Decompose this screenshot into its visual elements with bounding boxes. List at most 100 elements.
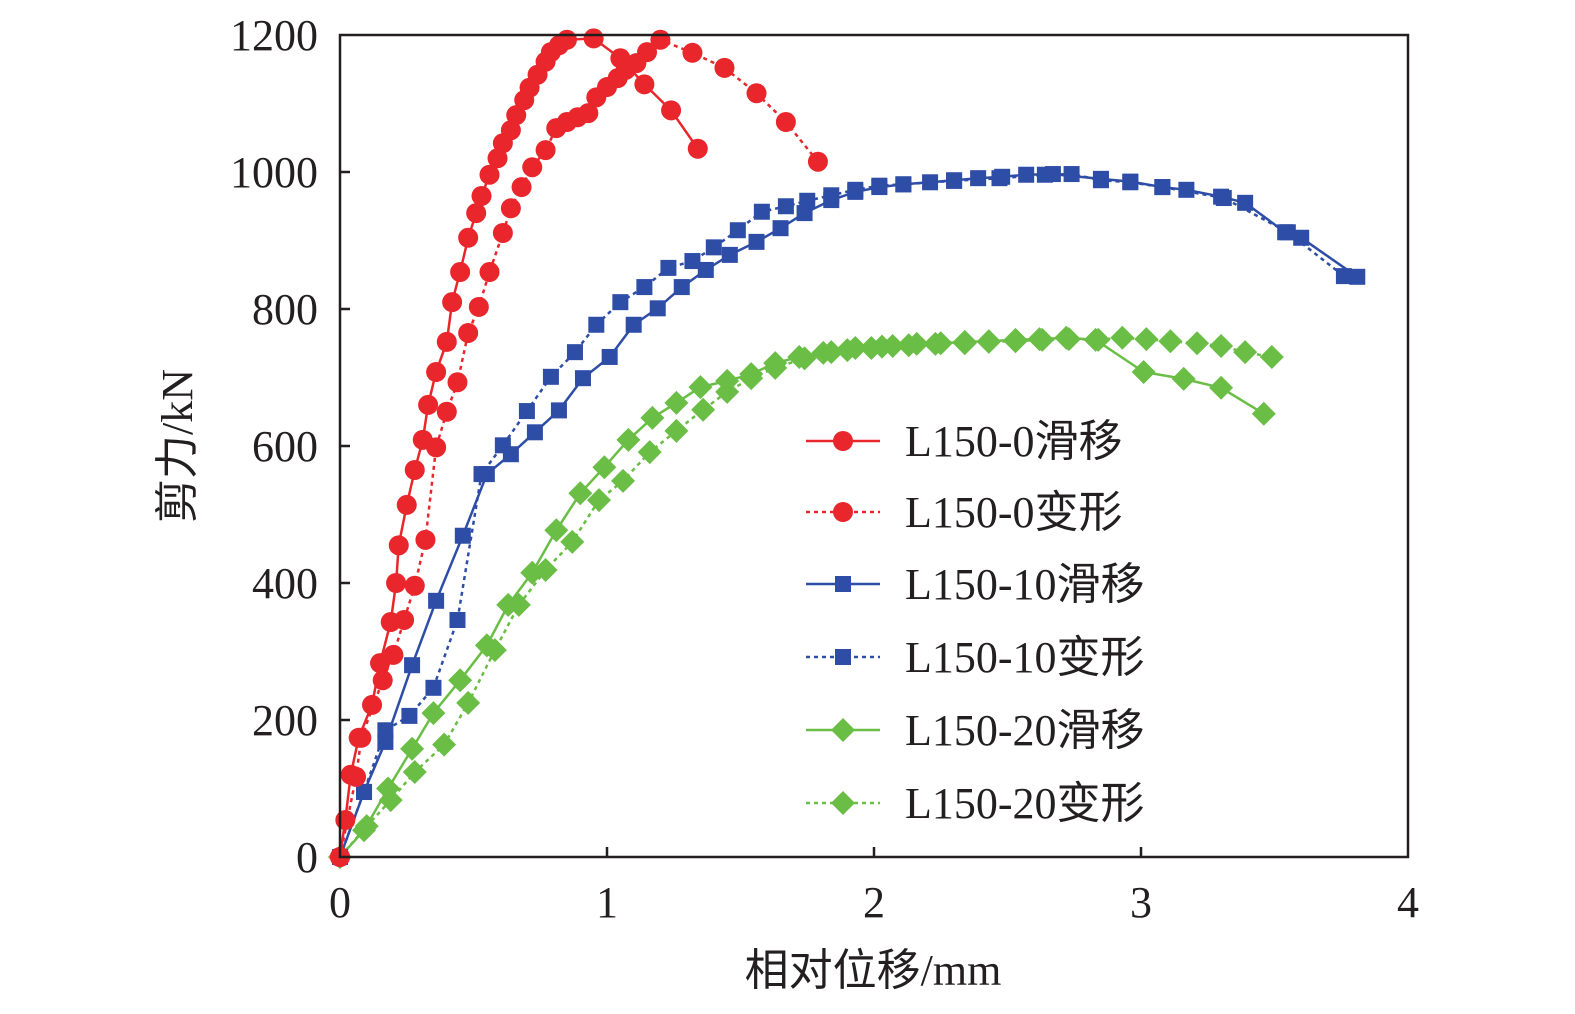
data-point	[404, 459, 425, 480]
data-point	[753, 203, 770, 220]
data-point	[518, 403, 535, 420]
data-point	[560, 529, 585, 554]
data-point	[506, 592, 531, 617]
series	[330, 29, 828, 867]
data-point	[394, 609, 415, 630]
data-point	[796, 205, 813, 222]
data-point	[583, 28, 604, 49]
data-point	[1036, 166, 1053, 183]
series	[332, 166, 1352, 865]
data-point	[522, 157, 543, 178]
data-point	[362, 694, 383, 715]
data-point	[425, 679, 442, 696]
data-point	[1215, 190, 1232, 207]
data-point	[1154, 179, 1171, 196]
x-tick-label: 1	[596, 878, 618, 927]
data-point	[526, 424, 543, 441]
data-point	[684, 253, 701, 270]
data-point	[346, 766, 367, 787]
data-point	[946, 172, 963, 189]
data-point	[568, 481, 593, 506]
data-point	[1086, 327, 1111, 352]
data-point	[673, 279, 690, 296]
data-point	[402, 760, 427, 785]
data-point	[377, 722, 394, 739]
data-point	[1251, 401, 1276, 426]
data-point	[823, 187, 840, 204]
data-point	[807, 151, 828, 172]
data-point	[1259, 344, 1284, 369]
data-point	[1233, 340, 1258, 365]
data-point	[896, 333, 921, 358]
data-point	[479, 164, 500, 185]
data-point	[1293, 229, 1310, 246]
data-point	[976, 329, 1001, 354]
data-point	[533, 557, 558, 582]
data-point	[415, 529, 436, 550]
data-point	[500, 120, 521, 141]
data-point	[739, 366, 764, 391]
data-point	[1171, 366, 1196, 391]
data-point	[544, 518, 569, 543]
data-point	[649, 300, 666, 317]
data-point	[1131, 360, 1156, 385]
legend-label: L150-20滑移	[905, 706, 1145, 755]
legend-label: L150-0变形	[905, 488, 1123, 537]
data-point	[763, 355, 788, 380]
y-tick-label: 1200	[230, 11, 318, 60]
data-point	[588, 316, 605, 333]
data-point	[426, 362, 447, 383]
data-point	[843, 336, 868, 361]
data-point	[664, 390, 689, 415]
data-point	[442, 292, 463, 313]
x-axis-label: 相对位移/mm	[745, 946, 1002, 995]
data-point	[1003, 329, 1028, 354]
data-point	[383, 644, 404, 665]
data-point	[715, 379, 740, 404]
data-point	[612, 294, 629, 311]
data-point	[1018, 166, 1035, 183]
data-point	[458, 322, 479, 343]
legend-label: L150-10滑移	[905, 560, 1145, 609]
data-point	[650, 29, 671, 50]
legend-item: L150-10变形	[806, 633, 1145, 682]
data-point	[748, 233, 765, 250]
data-point	[1349, 268, 1366, 285]
legend-item: L150-10滑移	[806, 560, 1145, 609]
legend-marker	[833, 502, 853, 522]
data-point	[616, 427, 641, 452]
legend-marker	[831, 791, 855, 815]
data-point	[458, 227, 479, 248]
data-point	[714, 57, 735, 78]
data-point	[1185, 331, 1210, 356]
data-point	[637, 440, 662, 465]
data-point	[1237, 194, 1254, 211]
data-point	[466, 203, 487, 224]
data-point	[586, 488, 611, 513]
data-point	[436, 331, 457, 352]
data-point	[426, 437, 447, 458]
tick-layer: 0 1 2 3 4 0 200 400 600 800 1000 1200	[230, 11, 1419, 927]
data-point	[1030, 327, 1055, 352]
data-point	[660, 259, 677, 276]
legend-item: L150-20滑移	[806, 706, 1145, 755]
data-point	[799, 192, 816, 209]
data-point	[729, 222, 746, 239]
data-point	[511, 177, 532, 198]
series	[328, 325, 1284, 869]
series-line	[338, 172, 1345, 858]
data-point	[550, 402, 567, 419]
data-point	[634, 74, 655, 95]
legend-label: L150-0滑移	[905, 417, 1123, 466]
legend-marker	[835, 649, 851, 665]
data-point	[378, 788, 403, 813]
data-point	[775, 111, 796, 132]
y-tick-label: 0	[296, 833, 318, 882]
data-point	[450, 262, 471, 283]
legend-marker	[831, 718, 855, 742]
data-point	[870, 334, 895, 359]
data-point	[895, 176, 912, 193]
data-point	[1209, 333, 1234, 358]
legend-marker	[833, 431, 853, 451]
data-point	[777, 198, 794, 215]
